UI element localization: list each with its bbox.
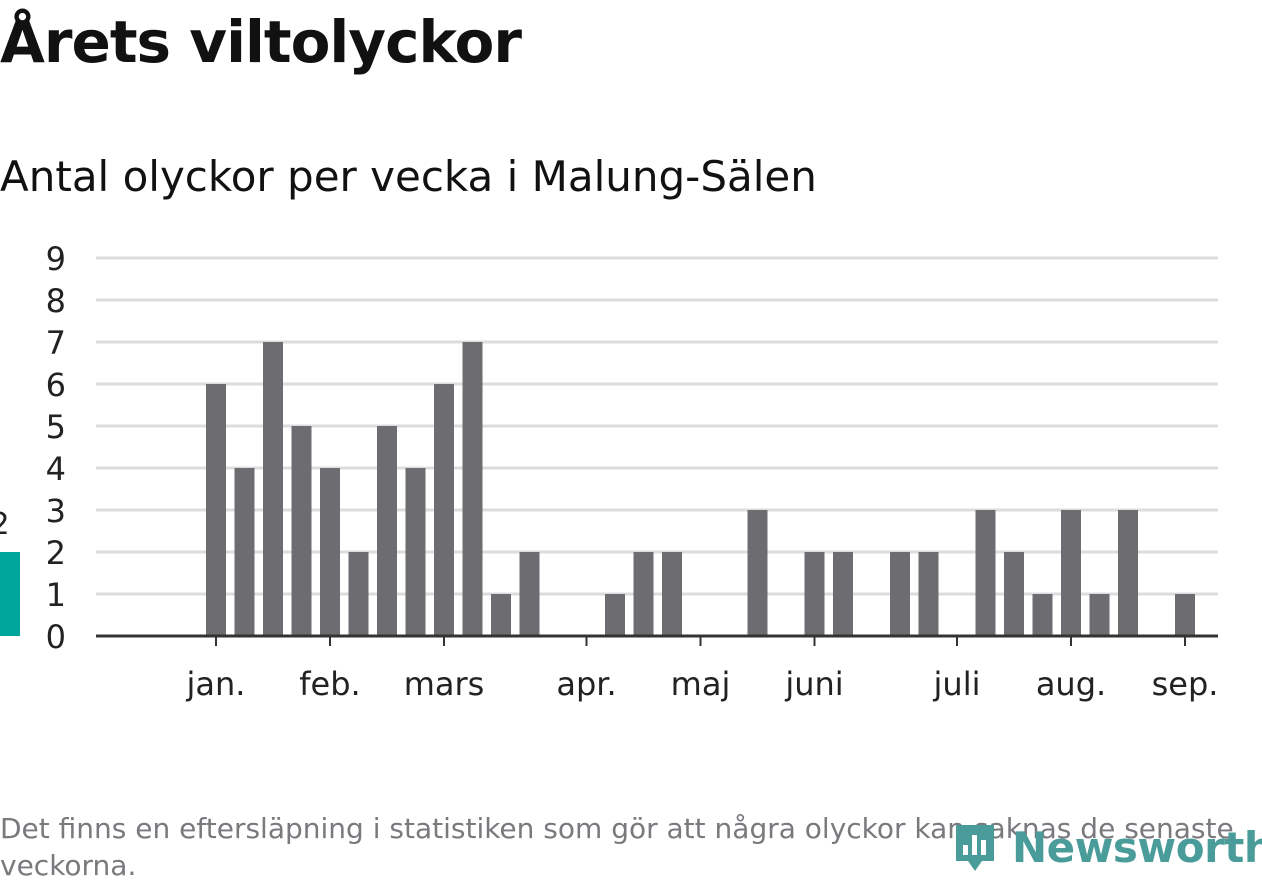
- bar-week-22: [747, 510, 768, 636]
- y-tick-label-2: 2: [46, 534, 66, 572]
- bar-week-5: [263, 342, 283, 636]
- bar-week-27: [890, 552, 910, 636]
- chart-title: Årets viltolyckor: [0, 8, 522, 76]
- bar-week-3: [206, 384, 226, 636]
- bar-week-28: [918, 552, 939, 636]
- x-tick-label-8: sep.: [1152, 665, 1219, 703]
- chart-subtitle: Antal olyckor per vecka i Malung-Sälen: [0, 152, 817, 201]
- y-tick-label-5: 5: [46, 408, 66, 446]
- bar-week-9: [377, 426, 397, 636]
- newsworthy-logo-icon: [956, 825, 994, 871]
- brand-name: Newsworthy: [1012, 822, 1262, 872]
- y-tick-label-7: 7: [46, 324, 66, 362]
- x-tick-label-0: jan.: [186, 665, 246, 703]
- x-tick-label-3: apr.: [556, 665, 616, 703]
- bar-week-17: [605, 594, 625, 636]
- bar-week-10: [405, 468, 426, 636]
- bar-week-24: [804, 552, 825, 636]
- bars: [0, 342, 1195, 636]
- bar-week-7: [320, 468, 340, 636]
- y-tick-label-6: 6: [46, 366, 66, 404]
- bar-week-12: [462, 342, 483, 636]
- bar-week-25: [833, 552, 853, 636]
- data-labels: 2: [0, 507, 10, 542]
- y-axis-labels: 0 1 2 3 4 5 6 7 8 9: [46, 240, 66, 656]
- bar-week-37: [1175, 594, 1195, 636]
- y-tick-label-0: 0: [46, 618, 66, 656]
- x-tick-label-1: feb.: [299, 665, 360, 703]
- bar-week-11: [434, 384, 454, 636]
- y-tick-label-9: 9: [46, 240, 66, 278]
- x-axis-ticks: jan. feb. mars apr. maj juni juli aug. sep.: [186, 636, 1219, 703]
- x-tick-label-2: mars: [404, 665, 485, 703]
- highlight-data-label: 2: [0, 507, 10, 542]
- brand[interactable]: Newsworthy: [952, 815, 1262, 879]
- bar-week-33: [1061, 510, 1081, 636]
- x-tick-label-7: aug.: [1036, 665, 1106, 703]
- bar-week-8: [348, 552, 369, 636]
- x-tick-label-4: maj: [671, 665, 731, 703]
- bar-week-13: [491, 594, 511, 636]
- bar-week-6: [291, 426, 312, 636]
- footnote: Det finns en eftersläpning i statistiken…: [0, 812, 1234, 882]
- y-tick-label-1: 1: [46, 576, 66, 614]
- bar-week-18: [633, 552, 654, 636]
- bar-week-32: [1032, 594, 1053, 636]
- y-tick-label-3: 3: [46, 492, 66, 530]
- y-tick-label-8: 8: [46, 282, 66, 320]
- bar-week-19: [662, 552, 682, 636]
- bar-week-30: [975, 510, 996, 636]
- bar-week-31: [1004, 552, 1024, 636]
- y-tick-label-4: 4: [46, 450, 66, 488]
- bar-week-35: [1118, 510, 1138, 636]
- x-tick-label-5: juni: [784, 665, 843, 703]
- bar-week-undefined: [0, 552, 20, 636]
- bar-chart: 0 1 2 3 4 5 6 7 8 9 jan. feb. mars apr. maj juni juli au…: [0, 240, 1219, 703]
- bar-week-4: [234, 468, 255, 636]
- x-tick-label-6: juli: [933, 665, 981, 703]
- bar-week-14: [519, 552, 540, 636]
- bar-week-34: [1089, 594, 1110, 636]
